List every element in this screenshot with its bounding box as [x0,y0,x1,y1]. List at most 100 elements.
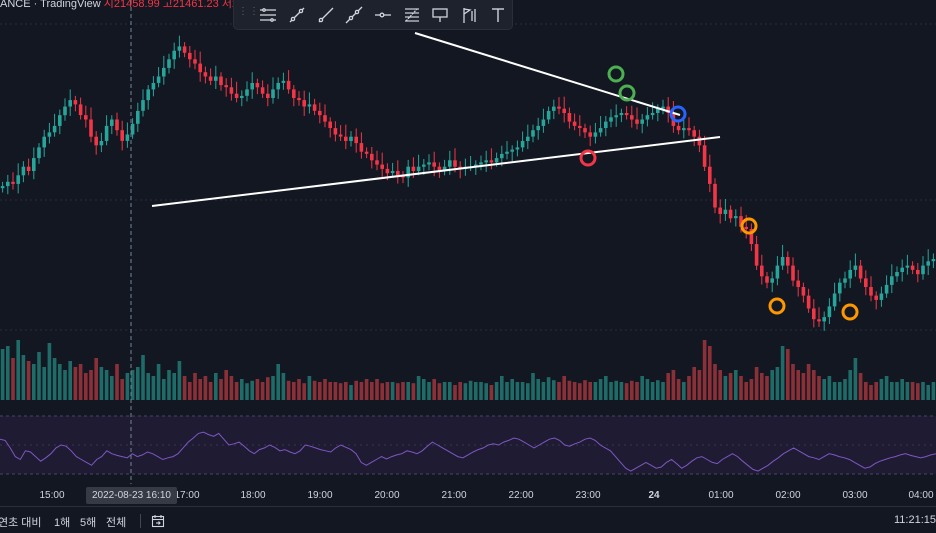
candle-body [448,160,452,167]
candle-body [765,276,769,283]
candle-body [349,136,353,141]
candle-body [474,164,478,167]
candle-body [536,125,540,131]
volume-bar [510,379,514,400]
volume-bar [94,358,98,400]
candle-body [609,117,613,122]
volume-bar [848,370,852,400]
candle-body [583,128,587,133]
go-to-date-icon[interactable] [151,514,165,531]
candle-body [73,100,78,105]
candle-body [281,80,286,83]
range-5y-button[interactable]: 5해 [80,517,97,529]
extended-line-icon[interactable] [340,2,369,28]
candle-body [203,72,208,77]
text-tool-icon[interactable] [483,2,512,28]
candle-body [572,121,577,126]
volume-bar [500,376,504,400]
volume-bar [879,379,884,400]
candle-body [406,166,410,178]
volume-bar [468,380,473,400]
ray-line-icon[interactable] [311,2,340,28]
volume-bar [167,370,171,400]
candle-body [890,276,894,285]
volume-bar [812,370,816,400]
volume-bar [104,370,109,400]
candle-body [146,89,150,101]
clock: 11:21:15 [893,514,936,526]
volume-bar [666,373,670,400]
horizontal-ray-icon[interactable] [369,2,398,28]
volume-bar [838,382,842,400]
volume-bar [926,385,930,400]
volume-bar [890,382,894,400]
volume-bar [604,376,608,400]
candle-body [843,278,847,283]
candle-body [234,93,239,98]
resistance-trend-line [414,32,681,116]
candle-body [723,209,728,214]
trend-line-dots-icon[interactable] [283,2,312,28]
volume-bar [526,383,530,400]
range-ytd-button[interactable]: 연초 대비 [0,517,42,529]
volume-bar [609,382,613,400]
volume-bar [775,367,780,400]
volume-bar [32,364,36,400]
volume-bar [432,379,436,400]
volume-bar [624,383,629,400]
volume-bar [229,376,234,400]
volume-bar [312,380,317,400]
volume-bar [370,382,374,400]
volume-bar [375,379,379,400]
time-tick: 18:00 [240,490,266,501]
volume-bar [302,383,306,400]
horizontal-lines-icon[interactable] [254,2,283,28]
volume-bar [619,382,624,400]
volume-bar [588,382,592,400]
blue-marker [669,105,687,123]
grip-handle-icon[interactable]: ⋮⋮ [238,5,260,17]
range-all-button[interactable]: 전체 [106,517,127,529]
candle-body [614,115,618,118]
candle-body [47,132,52,137]
rectangle-tool-icon[interactable] [426,2,455,28]
candle-body [645,115,650,120]
candle-body [68,100,72,107]
candle-body [193,59,197,64]
volume-bar [916,383,920,400]
volume-bar [531,373,535,400]
candle-body [245,89,249,96]
volume-bar [910,382,915,400]
volume-bar [536,379,540,400]
volume-bar [817,376,821,400]
flag-marker-icon[interactable] [455,2,484,28]
candle-body [89,119,93,137]
volume-bar [203,376,208,400]
candle-body [307,104,312,107]
range-1y-button[interactable]: 1해 [54,517,71,529]
candle-body [754,244,759,266]
bottom-toolbar: 연초 대비 1해 5해 전체 11:21:15 [0,506,936,533]
volume-bar [416,376,421,400]
candle-body [297,98,301,101]
volume-bar [744,382,748,400]
volume-bar [328,382,332,400]
candle-body [775,265,780,279]
candle-body [479,162,483,165]
volume-bar [728,373,733,400]
volume-bar [125,373,130,400]
volume-bar [219,379,223,400]
volume-bar [68,361,72,400]
candle-body [0,186,5,189]
chart-area[interactable] [0,0,936,484]
candle-body [266,93,270,98]
candle-body [292,89,296,98]
volume-bar [463,383,468,400]
volume-bar [884,376,889,400]
green-marker [618,84,636,102]
time-axis[interactable]: 15:00 17:00 18:00 19:00 20:00 21:00 22:0… [0,484,936,506]
volume-bar [390,382,395,400]
price-chart[interactable] [0,0,936,484]
fib-retracement-icon[interactable] [397,2,426,28]
candle-body [760,265,764,277]
